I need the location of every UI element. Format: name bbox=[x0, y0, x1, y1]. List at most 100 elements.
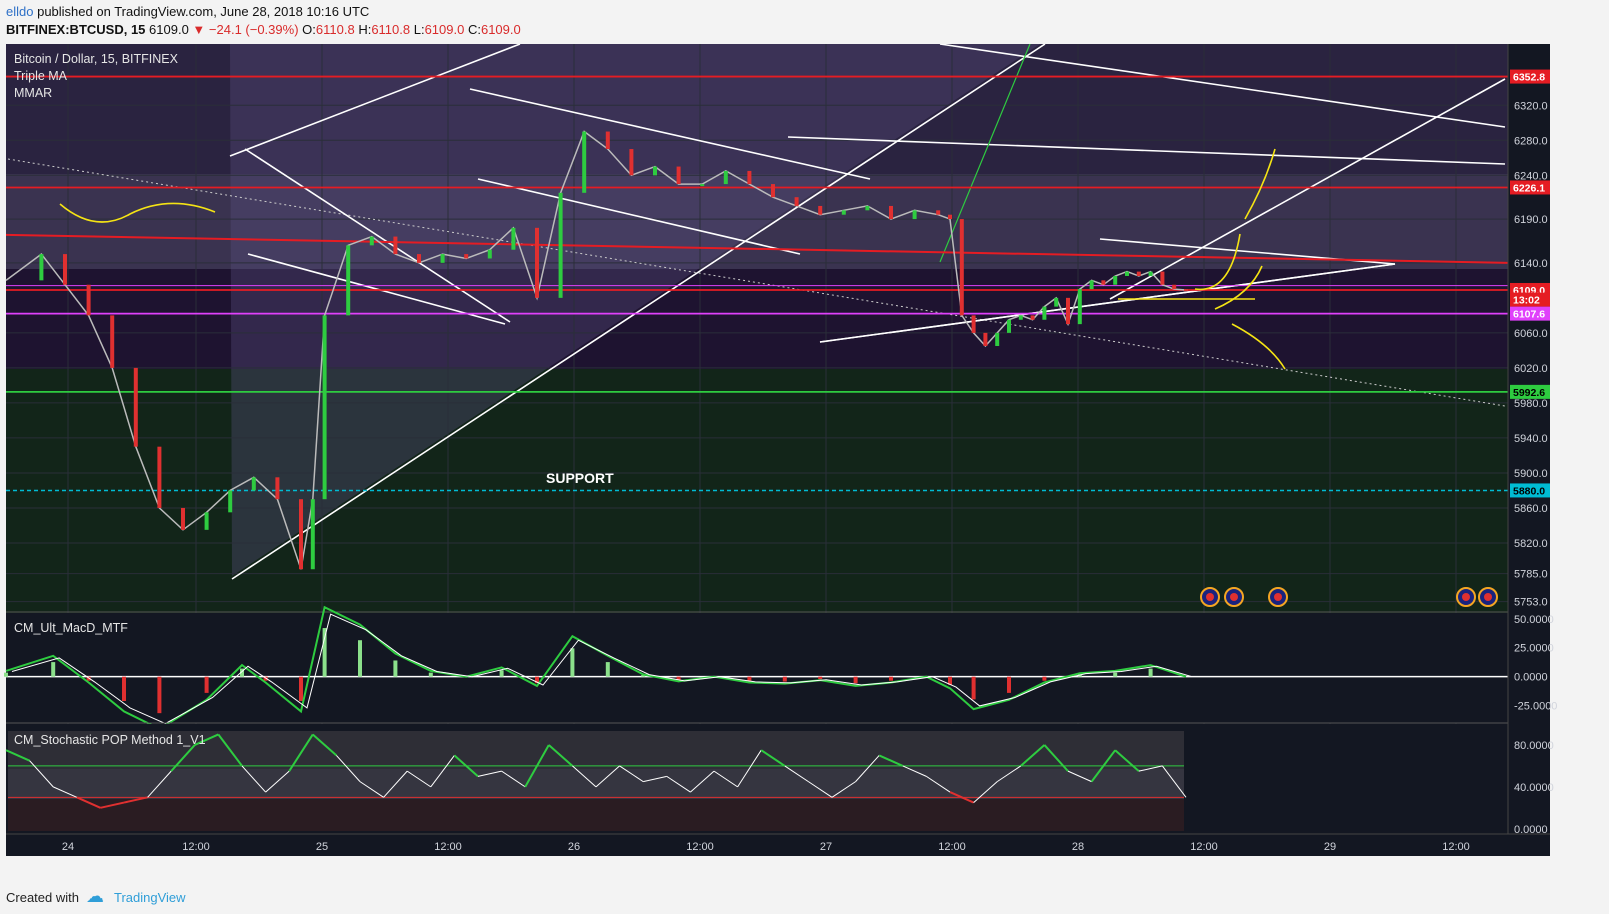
sketch-stroke bbox=[1231, 323, 1286, 370]
support-annotation: SUPPORT bbox=[546, 470, 614, 486]
stoch-segment bbox=[100, 801, 125, 809]
price-tick-label: 6280.0 bbox=[1514, 135, 1548, 147]
candle bbox=[86, 284, 91, 316]
stoch-segment bbox=[336, 755, 361, 782]
trend-line bbox=[787, 136, 1506, 165]
stoch-segment bbox=[713, 770, 738, 788]
close-label: C: bbox=[467, 22, 481, 37]
sketch-stroke bbox=[59, 202, 216, 223]
stoch-segment bbox=[217, 733, 243, 767]
macd-bar bbox=[1042, 676, 1047, 681]
stoch-segment bbox=[619, 765, 644, 783]
chart-area[interactable]: SUPPORT Bitcoin / Dollar, 15, BITFINEX T… bbox=[0, 44, 1609, 878]
candle bbox=[204, 512, 209, 530]
stoch-segment bbox=[808, 781, 833, 798]
macd-bar bbox=[747, 676, 752, 681]
trend-line bbox=[939, 44, 1506, 128]
time-tick-label: 12:00 bbox=[686, 841, 714, 853]
macd-bar bbox=[535, 676, 539, 684]
close-value: 6109.0 bbox=[480, 22, 521, 37]
stoch-segment bbox=[1138, 765, 1163, 772]
macd-series bbox=[4, 605, 1508, 730]
stoch-segment bbox=[690, 770, 715, 793]
trend-line bbox=[244, 148, 511, 323]
channel-fill bbox=[230, 44, 1040, 576]
event-flag-icon[interactable] bbox=[1200, 587, 1220, 607]
time-tick-label: 29 bbox=[1324, 841, 1336, 853]
macd-bar bbox=[818, 676, 823, 680]
high-value: 6110.8 bbox=[371, 22, 411, 37]
stoch-segment bbox=[1043, 744, 1069, 772]
time-tick-label: 26 bbox=[568, 841, 580, 853]
macd-bar bbox=[641, 675, 646, 677]
legend-mmar: MMAR bbox=[14, 86, 52, 100]
price-level-tag bbox=[1510, 180, 1550, 195]
sketch-stroke bbox=[1214, 265, 1263, 310]
candle bbox=[605, 131, 610, 150]
trend-line bbox=[1109, 78, 1506, 300]
price-level-value: 13:02 bbox=[1513, 295, 1540, 307]
macd-panel bbox=[6, 613, 1546, 723]
macd-line bbox=[5, 605, 1187, 730]
event-flag-icon[interactable] bbox=[1224, 587, 1244, 607]
candle bbox=[1007, 319, 1011, 333]
time-axis-ticks: 24 12:00 25 12:00 26 12:00 27 12:00 28 12:00 29 12:… bbox=[62, 841, 1470, 853]
macd-bar bbox=[358, 640, 362, 677]
stoch-segment bbox=[170, 744, 196, 772]
stoch-segment bbox=[595, 765, 620, 788]
candle bbox=[818, 205, 823, 215]
price-level-tag bbox=[1510, 306, 1550, 321]
stoch-segment bbox=[383, 770, 408, 798]
event-flag-icon[interactable] bbox=[1478, 587, 1498, 607]
stoch-segment bbox=[902, 765, 927, 777]
candle bbox=[417, 254, 421, 263]
stoch-segment bbox=[501, 770, 526, 788]
stoch-segment bbox=[147, 770, 172, 798]
candle bbox=[511, 227, 516, 250]
author-link[interactable]: elldo bbox=[6, 4, 34, 19]
sketch-lines bbox=[59, 148, 1286, 370]
candle bbox=[582, 131, 587, 193]
trend-line bbox=[477, 178, 801, 255]
stoch-segment bbox=[855, 755, 880, 782]
stoch-segment bbox=[453, 754, 479, 778]
event-flag-icon[interactable] bbox=[1268, 587, 1288, 607]
candle bbox=[723, 170, 728, 185]
last-price: 6109.0 bbox=[149, 22, 189, 37]
candle bbox=[346, 245, 351, 316]
sketch-stroke bbox=[1244, 148, 1276, 220]
sketch-stroke bbox=[1194, 233, 1241, 291]
trend-line bbox=[469, 88, 871, 180]
tradingview-link[interactable]: TradingView bbox=[114, 890, 186, 905]
candle bbox=[1066, 297, 1070, 325]
price-tick-label: 5820.0 bbox=[1514, 538, 1548, 550]
stoch-series bbox=[5, 733, 1187, 809]
price-axis[interactable] bbox=[1508, 44, 1550, 834]
low-value: 6109.0 bbox=[424, 22, 465, 37]
stoch-tick-label: 40.0000 bbox=[1514, 782, 1554, 794]
event-flag-icon[interactable] bbox=[1456, 587, 1476, 607]
candle bbox=[1136, 271, 1141, 276]
stoch-segment bbox=[1114, 749, 1140, 772]
price-tick-label: 6240.0 bbox=[1514, 170, 1548, 182]
time-tick-label: 28 bbox=[1072, 841, 1084, 853]
time-tick-label: 12:00 bbox=[1442, 841, 1470, 853]
candle bbox=[676, 166, 681, 185]
macd-tick-label: 50.0000 bbox=[1514, 614, 1554, 626]
macd-bar bbox=[605, 662, 610, 677]
candle bbox=[700, 184, 705, 187]
time-axis[interactable] bbox=[6, 834, 1550, 856]
trend-line bbox=[229, 44, 521, 157]
stoch-segment bbox=[831, 781, 856, 798]
publish-text: published on TradingView.com, June 28, 2… bbox=[37, 4, 370, 19]
stoch-segment bbox=[760, 749, 786, 767]
candle bbox=[865, 205, 870, 211]
stoch-segment bbox=[784, 765, 809, 783]
stoch-segment bbox=[1090, 749, 1116, 783]
candle bbox=[464, 254, 469, 259]
candle bbox=[39, 254, 44, 281]
macd-bar bbox=[157, 676, 162, 714]
macd-tick-label: 25.0000 bbox=[1514, 643, 1554, 655]
macd-bar bbox=[853, 676, 858, 684]
macd-tick-label: -25.0000 bbox=[1514, 701, 1557, 713]
